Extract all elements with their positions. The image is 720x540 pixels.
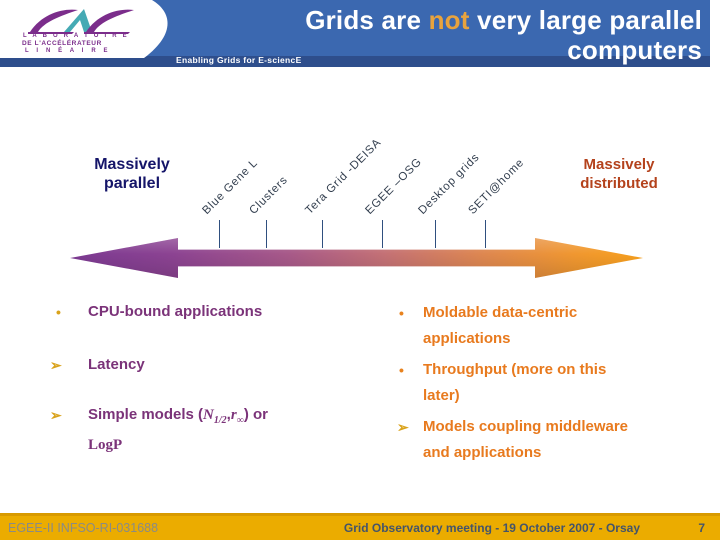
bullet-text: Moldable data-centric applications — [423, 304, 578, 347]
logo-caption-line1: L A B O R A T O I R E — [23, 33, 129, 39]
lal-logo-graphic — [0, 0, 168, 58]
arrow-bullet-icon: ➢ — [397, 419, 409, 435]
spectrum-double-arrow — [70, 238, 643, 278]
formula-n: N1/2 — [203, 407, 227, 426]
massively-distributed-line2: distributed — [580, 175, 658, 192]
massively-parallel-line2: parallel — [103, 175, 161, 192]
page-title: Grids are not very large parallel comput… — [120, 5, 702, 65]
bullet-simple-models: ➢ Simple models (N1/2,r∞) or LogP — [50, 403, 380, 457]
header-banner: Grids are not very large parallel comput… — [0, 0, 710, 67]
title-suffix: very large parallel — [469, 5, 702, 35]
massively-distributed-line1: Massively — [583, 156, 655, 173]
lal-logo: L A B O R A T O I R E DE L'ACCÉLÉRATEUR … — [0, 0, 180, 60]
bullet-text: Models coupling middleware and applicati… — [423, 418, 629, 461]
title-line1: Grids are not very large parallel — [120, 5, 702, 35]
right-bullet-column: • Moldable data-centric applications • T… — [397, 300, 645, 466]
egee-subtitle: Enabling Grids for E-sciencE — [176, 55, 302, 65]
axis-tick — [435, 220, 436, 248]
dot-bullet-icon: • — [399, 362, 404, 378]
massively-distributed-label: Massively distributed — [552, 155, 686, 193]
bullet-formula-line2: LogP — [88, 437, 123, 453]
page-number: 7 — [698, 521, 705, 535]
formula-separator: , — [226, 406, 231, 423]
axis-tick — [322, 220, 323, 248]
footer-meeting-info: Grid Observatory meeting - 19 October 20… — [343, 521, 640, 535]
dot-bullet-icon: • — [399, 305, 404, 321]
bullet-latency: ➢ Latency — [50, 353, 380, 377]
dot-bullet-icon: • — [56, 304, 61, 320]
logo-caption-line2: DE L'ACCÉLÉRATEUR — [22, 40, 102, 47]
title-line2: computers — [567, 35, 702, 65]
formula-r-infinity: r∞ — [230, 407, 244, 426]
logo-caption-line3: L I N É A I R E — [25, 48, 111, 54]
bullet-throughput: • Throughput (more on this later) — [397, 357, 645, 409]
bullet-models-coupling: ➢ Models coupling middleware and applica… — [397, 414, 645, 466]
arrow-bullet-icon: ➢ — [50, 407, 62, 423]
title-prefix: Grids are — [305, 5, 429, 35]
bullet-text: CPU-bound applications — [88, 303, 263, 320]
axis-tick — [485, 220, 486, 248]
formula-prefix: Simple models ( — [88, 406, 204, 423]
formula-suffix: ) or — [243, 406, 268, 423]
bullet-text: Latency — [88, 356, 145, 373]
title-highlight: not — [428, 5, 470, 35]
bullet-cpu-bound: • CPU-bound applications — [50, 300, 380, 324]
bullet-formula-line1: Simple models (N1/2,r∞) or — [88, 403, 380, 433]
footer-project-id: EGEE-II INFSO-RI-031688 — [8, 521, 159, 535]
massively-parallel-label: Massively parallel — [68, 155, 196, 193]
massively-parallel-line1: Massively — [94, 156, 170, 173]
axis-tick — [219, 220, 220, 248]
axis-label-clusters: Clusters — [247, 174, 291, 217]
footer-bar: EGEE-II INFSO-RI-031688 Grid Observatory… — [0, 513, 720, 540]
bullet-moldable: • Moldable data-centric applications — [397, 300, 645, 352]
header-bottom-strip — [0, 56, 710, 67]
bullet-text: Throughput (more on this later) — [423, 361, 607, 404]
axis-tick — [266, 220, 267, 248]
arrow-bullet-icon: ➢ — [50, 357, 62, 373]
axis-tick — [382, 220, 383, 248]
left-bullet-column: • CPU-bound applications ➢ Latency ➢ Sim… — [50, 300, 380, 457]
